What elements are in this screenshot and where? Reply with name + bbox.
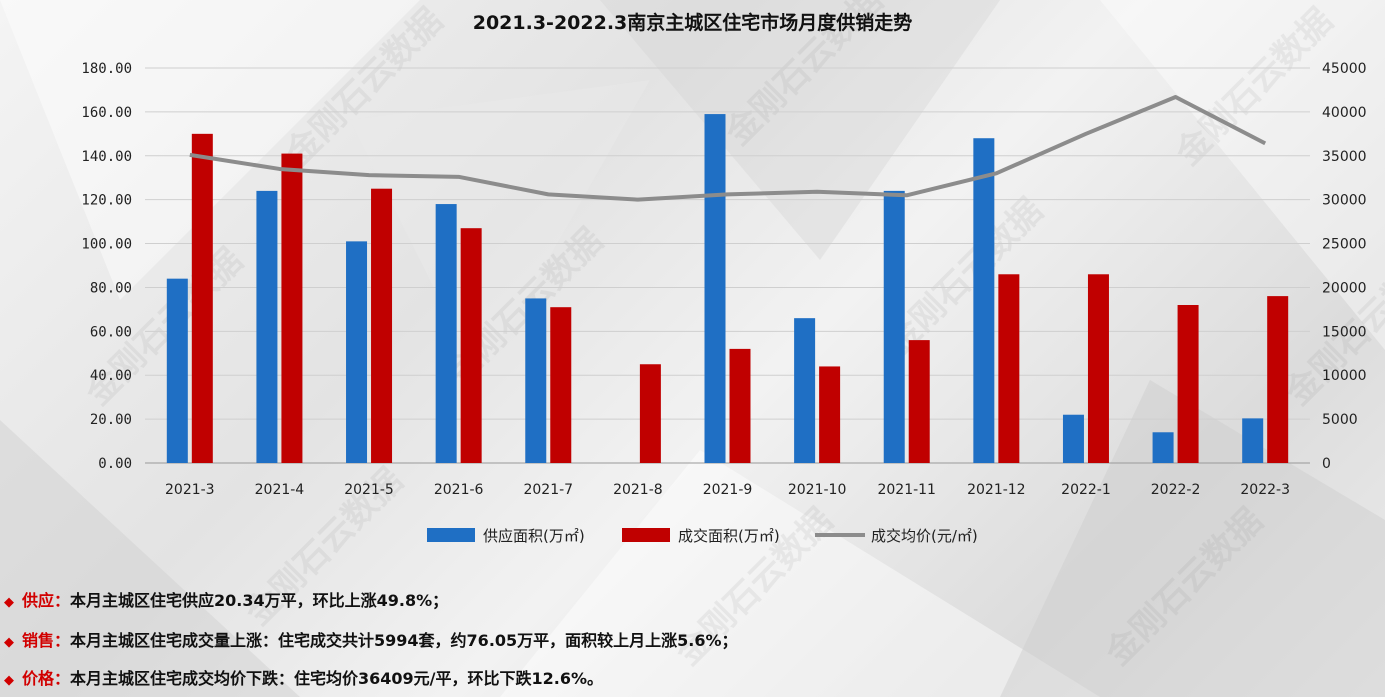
x-tick-label: 2021-7 [523, 482, 573, 498]
note-label: 供应： [22, 591, 71, 610]
supply-bar [1242, 418, 1264, 463]
x-tick-label: 2021-5 [344, 482, 394, 498]
x-tick-label: 2021-8 [613, 482, 663, 498]
sales-bar [819, 366, 841, 463]
sales-bar [1087, 274, 1109, 463]
x-tick-label: 2022-1 [1061, 482, 1111, 498]
right-axis-ticks: 0 5000 10000 15000 20000 25000 30000 35000 40000… [1322, 61, 1367, 472]
sales-bar [460, 228, 482, 463]
left-tick-label: 40.00 [90, 368, 132, 384]
left-tick-label: 140.00 [81, 149, 132, 165]
x-tick-label: 2022-3 [1240, 482, 1290, 498]
chart-canvas: 0.00 20.00 40.00 60.00 80.00 100.00 120.00 140.… [81, 61, 1367, 545]
legend: 供应面积(万㎡) 成交面积(万㎡) 成交均价(元/㎡) [427, 527, 978, 545]
legend-label: 成交均价(元/㎡) [871, 527, 978, 545]
right-tick-label: 5000 [1322, 412, 1358, 428]
diamond-icon: ◆ [4, 635, 14, 650]
sales-bar [729, 348, 751, 463]
note-sales: ◆ 销售：本月主城区住宅成交量上涨：住宅成交共计5994套，约76.05万平，面积… [4, 627, 738, 651]
sales-bar [998, 274, 1020, 463]
x-tick-label: 2021-11 [877, 482, 936, 498]
left-tick-label: 20.00 [90, 412, 132, 428]
note-supply: ◆ 供应：本月主城区住宅供应20.34万平，环比上涨49.8%； [4, 587, 448, 611]
note-price: ◆ 价格：本月主城区住宅成交均价下跌：住宅均价36409元/平，环比下跌12.6%… [4, 665, 603, 689]
left-tick-label: 0.00 [98, 456, 132, 472]
left-tick-label: 60.00 [90, 324, 132, 340]
right-tick-label: 45000 [1322, 61, 1367, 77]
supply-bar [704, 114, 726, 463]
right-tick-label: 30000 [1322, 193, 1367, 209]
right-tick-label: 25000 [1322, 237, 1367, 253]
sales-bar [1267, 296, 1289, 463]
legend-label: 供应面积(万㎡) [483, 527, 585, 545]
bar-series [166, 114, 1289, 464]
legend-sales-swatch [622, 528, 670, 542]
supply-bar [883, 190, 905, 463]
right-tick-label: 20000 [1322, 280, 1367, 296]
right-tick-label: 10000 [1322, 368, 1367, 384]
grid-lines [145, 67, 1310, 464]
x-tick-label: 2021-6 [434, 482, 484, 498]
right-tick-label: 40000 [1322, 105, 1367, 121]
right-tick-label: 15000 [1322, 324, 1367, 340]
sales-bar [191, 133, 213, 464]
right-tick-label: 35000 [1322, 149, 1367, 165]
supply-bar [256, 190, 278, 463]
left-tick-label: 100.00 [81, 237, 132, 253]
chart-title: 2021.3-2022.3南京主城区住宅市场月度供销走势 [472, 12, 913, 34]
x-tick-label: 2021-9 [703, 482, 753, 498]
diamond-icon: ◆ [4, 673, 14, 688]
supply-bar [346, 241, 368, 463]
supply-bar [525, 298, 547, 463]
left-tick-label: 160.00 [81, 105, 132, 121]
note-text: 本月主城区住宅供应20.34万平，环比上涨49.8%； [70, 591, 449, 610]
legend-label: 成交面积(万㎡) [678, 527, 780, 545]
note-text: 本月主城区住宅成交均价下跌：住宅均价36409元/平，环比下跌12.6%。 [70, 669, 604, 688]
supply-bar [435, 204, 457, 464]
supply-bar [794, 318, 816, 463]
left-tick-label: 120.00 [81, 193, 132, 209]
left-axis-ticks: 0.00 20.00 40.00 60.00 80.00 100.00 120.00 140.… [81, 61, 132, 472]
sales-bar [371, 188, 393, 463]
x-tick-label: 2021-4 [255, 482, 305, 498]
price-line [189, 94, 1267, 202]
sales-bar [550, 307, 572, 463]
x-axis-labels: 2021-3 2021-4 2021-5 2021-6 2021-7 2021-8 2021… [165, 482, 1290, 498]
legend-supply-swatch [427, 528, 475, 542]
sales-bar [1177, 305, 1199, 463]
x-tick-label: 2021-10 [788, 482, 847, 498]
line-series [189, 94, 1267, 202]
note-text: 本月主城区住宅成交量上涨：住宅成交共计5994套，约76.05万平，面积较上月上… [70, 631, 738, 650]
supply-bar [973, 138, 995, 463]
left-tick-label: 180.00 [81, 61, 132, 77]
x-tick-label: 2022-2 [1151, 482, 1201, 498]
right-tick-label: 0 [1322, 456, 1331, 472]
left-tick-label: 80.00 [90, 280, 132, 296]
sales-bar [908, 340, 930, 463]
diamond-icon: ◆ [4, 595, 14, 610]
supply-bar [166, 278, 188, 463]
supply-bar [1062, 414, 1084, 463]
note-label: 销售： [22, 631, 71, 650]
supply-bar [1152, 432, 1174, 463]
sales-bar [281, 153, 303, 464]
x-tick-label: 2021-3 [165, 482, 215, 498]
sales-bar [639, 364, 661, 463]
note-label: 价格： [22, 669, 71, 688]
x-tick-label: 2021-12 [967, 482, 1026, 498]
